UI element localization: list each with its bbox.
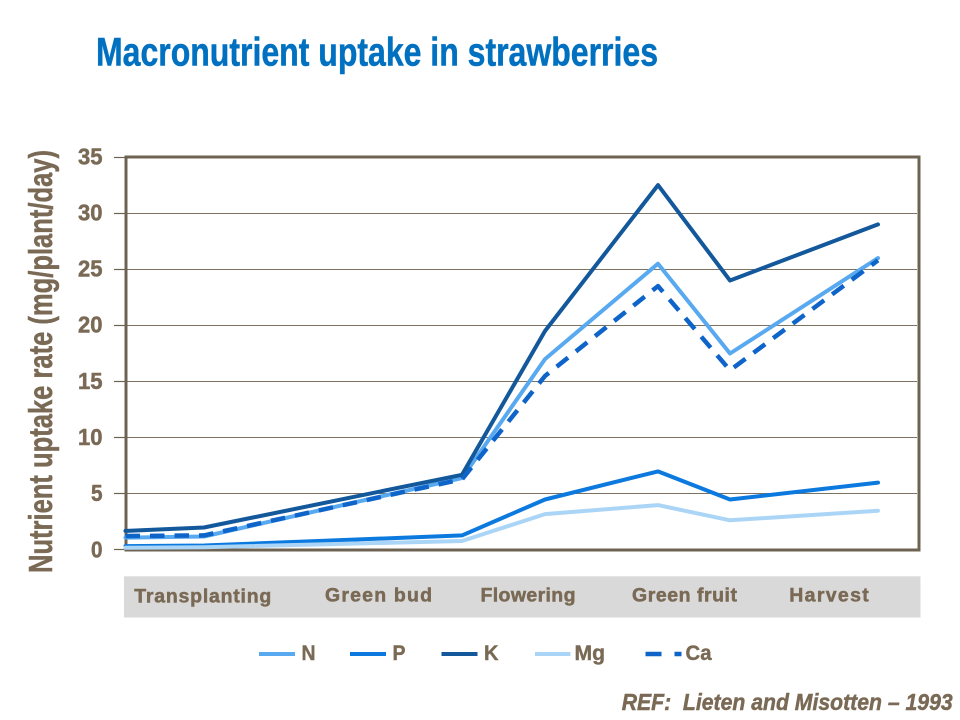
svg-text:0: 0 xyxy=(91,536,103,562)
svg-text:15: 15 xyxy=(78,368,103,394)
svg-text:25: 25 xyxy=(78,256,103,282)
svg-text:Green fruit: Green fruit xyxy=(632,585,738,607)
svg-text:K: K xyxy=(484,641,499,665)
svg-text:Nutrient uptake rate (mg/plant: Nutrient uptake rate (mg/plant/day) xyxy=(22,150,59,573)
svg-text:Macronutrient uptake in strawb: Macronutrient uptake in strawberries xyxy=(96,31,658,75)
svg-text:P: P xyxy=(393,641,406,665)
svg-text:Ca: Ca xyxy=(686,641,713,665)
svg-text:Mg: Mg xyxy=(575,641,606,665)
svg-text:35: 35 xyxy=(78,143,103,169)
svg-text:REF: Lieten and Misotten – 19: REF: Lieten and Misotten – 1993 xyxy=(622,689,953,715)
svg-text:Harvest: Harvest xyxy=(789,585,869,607)
svg-text:20: 20 xyxy=(78,312,103,338)
svg-text:5: 5 xyxy=(91,480,103,506)
svg-text:N: N xyxy=(302,641,316,665)
svg-text:30: 30 xyxy=(78,199,103,225)
svg-text:10: 10 xyxy=(78,424,103,450)
svg-text:Transplanting: Transplanting xyxy=(134,586,271,608)
svg-text:Flowering: Flowering xyxy=(481,585,576,607)
svg-text:Green bud: Green bud xyxy=(325,585,432,607)
